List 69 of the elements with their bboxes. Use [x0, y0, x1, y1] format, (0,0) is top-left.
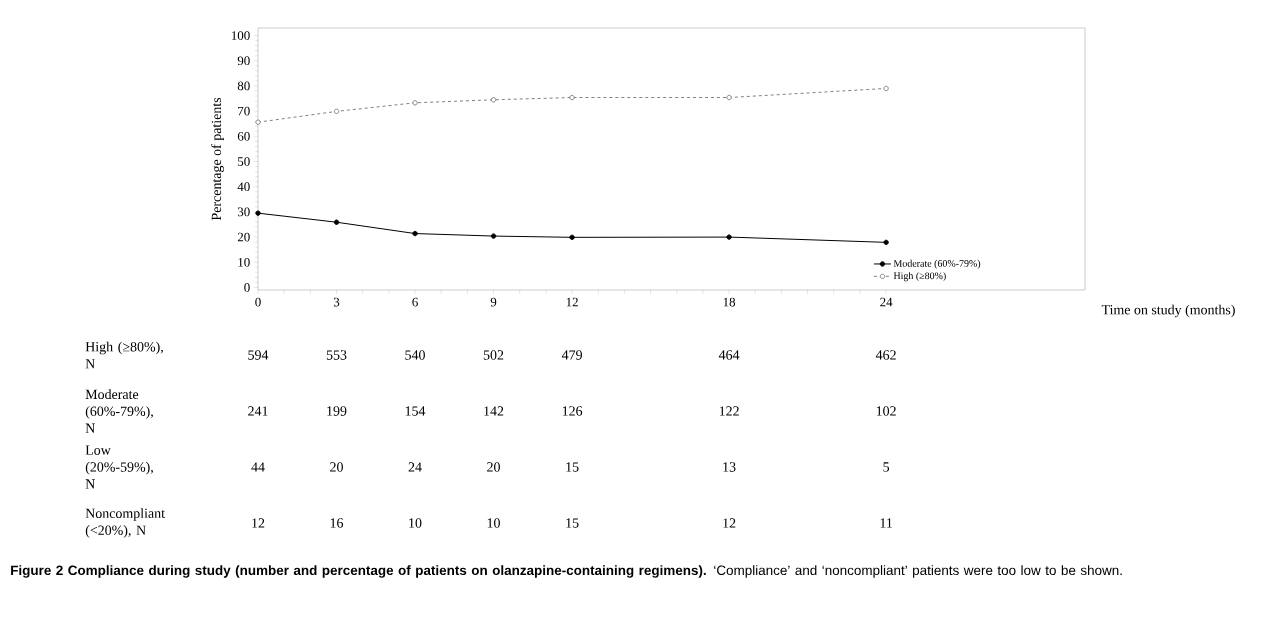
text: 462	[875, 350, 896, 360]
point	[412, 100, 418, 106]
y-tick-label: 80	[237, 81, 250, 91]
y-axis-title: Percentage of patients	[211, 97, 224, 221]
legend-label: Moderate (60%-79%)	[893, 259, 981, 269]
text: 10	[487, 518, 500, 528]
text: 594	[248, 350, 269, 360]
y-tick-label: 70	[238, 106, 250, 116]
text: Moderate (60%-79%), N	[85, 389, 153, 433]
text: 479	[561, 350, 582, 360]
text: 464	[718, 350, 740, 360]
text: 15	[566, 518, 579, 528]
x-tick-label: 6	[412, 297, 418, 307]
point	[255, 119, 261, 125]
point	[569, 234, 575, 241]
x-tick-label: 0	[255, 297, 261, 307]
x-tick-label: 12	[566, 297, 578, 307]
text: 20	[487, 462, 500, 472]
x-axis-title: Time on study (months)	[1101, 304, 1235, 318]
text: 15	[566, 462, 579, 472]
x-tick-label: 18	[723, 297, 736, 307]
text: 126	[562, 406, 583, 416]
y-tick-label: 10	[238, 257, 250, 267]
text: 44	[251, 462, 265, 472]
x-tick-label: 9	[490, 297, 497, 307]
y-tick-label: 60	[237, 131, 250, 141]
text: Noncompliant (<20%), N	[85, 508, 165, 538]
text: 553	[326, 350, 347, 360]
legend-label: High (≥80%)	[893, 272, 946, 282]
point	[412, 230, 418, 237]
text: 20	[330, 462, 343, 472]
point	[490, 97, 497, 103]
text: 16	[330, 518, 344, 528]
text: 13	[723, 462, 736, 472]
text: 154	[405, 406, 426, 416]
text: Figure 2 Compliance during study (number and percentage of patients on olanzapine-containing regimens). ‘Compliance’ and ‘noncompliant’ patients were too low to be shown.	[11, 565, 1122, 578]
text: 241	[248, 406, 268, 416]
point	[883, 85, 889, 92]
y-tick-label: 40	[237, 182, 250, 192]
text: 10	[409, 518, 422, 528]
point	[726, 234, 732, 240]
text: 502	[483, 350, 504, 360]
text: 122	[719, 406, 739, 416]
text: 199	[327, 406, 347, 416]
y-tick-label: 90	[237, 56, 250, 66]
y-tick-label: 50	[238, 157, 250, 166]
x-tick-label: 3	[333, 297, 340, 307]
text: 540	[405, 350, 425, 360]
point	[726, 94, 732, 101]
text: 12	[252, 518, 265, 528]
point	[255, 210, 261, 216]
point	[883, 239, 889, 246]
text: 142	[484, 406, 504, 416]
y-tick-label: 20	[237, 232, 250, 242]
text: 102	[876, 406, 896, 416]
point	[569, 94, 575, 101]
text: High (≥80%), N	[85, 341, 163, 369]
text: Low (20%-59%), N	[85, 445, 153, 489]
text: 12	[723, 518, 736, 528]
y-tick-label: 0	[244, 283, 250, 292]
text: 11	[880, 518, 892, 528]
text: 5	[883, 462, 890, 472]
x-tick-label: 24	[880, 297, 893, 307]
point	[490, 233, 497, 239]
y-tick-label: 30	[237, 207, 250, 217]
text: 24	[408, 462, 422, 472]
y-tick-label: 100	[231, 31, 250, 40]
point	[333, 108, 340, 115]
point	[333, 219, 340, 225]
